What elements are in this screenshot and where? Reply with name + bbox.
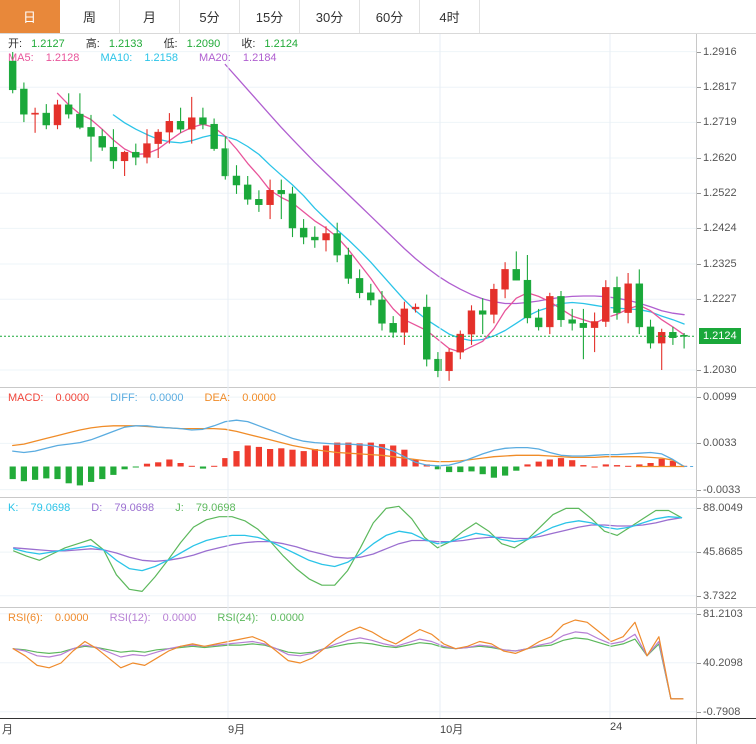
x-axis: 月 9月 10月 24 <box>0 718 756 744</box>
axis-tick: -0.0033 <box>696 483 741 496</box>
current-price-badge: 1.2124 <box>699 328 741 345</box>
axis-tick: 40.2098 <box>697 656 743 669</box>
price-axis-tick: 1.2620 <box>697 152 737 164</box>
tab-4hour[interactable]: 4时 <box>420 0 480 33</box>
rsi-axis: 81.2103 40.2098 -0.7908 <box>696 608 756 718</box>
price-axis-tick: 1.2030 <box>697 364 737 376</box>
axis-tick: 45.8685 <box>697 546 743 559</box>
rsi-panel: RSI(6): 0.0000 RSI(12): 0.0000 RSI(24): … <box>0 608 756 718</box>
axis-tick: 0.0099 <box>697 391 737 404</box>
tab-15min[interactable]: 15分 <box>240 0 300 33</box>
rsi-svg <box>0 608 696 718</box>
x-axis-label: 月 <box>2 724 13 736</box>
price-plot[interactable] <box>0 34 696 388</box>
price-axis-tick: 1.2522 <box>697 187 737 200</box>
macd-axis: 0.0099 0.0033 -0.0033 <box>696 388 756 497</box>
axis-tick: 0.0033 <box>697 437 737 450</box>
price-axis-tick: 1.2916 <box>697 45 737 58</box>
macd-panel: MACD: 0.0000 DIFF: 0.0000 DEA: 0.0000 0.… <box>0 388 756 498</box>
axis-tick: -0.7908 <box>696 705 741 718</box>
kdj-axis: 88.0049 45.8685 3.7322 <box>696 498 756 607</box>
axis-tick: 3.7322 <box>697 589 737 602</box>
x-axis-label: 10月 <box>440 724 464 736</box>
axis-tick: 88.0049 <box>697 502 743 515</box>
price-axis-tick: 1.2227 <box>697 293 737 306</box>
tab-30min[interactable]: 30分 <box>300 0 360 33</box>
tabbar-filler <box>480 0 756 33</box>
price-axis-tick: 1.2424 <box>697 222 737 235</box>
tab-5min[interactable]: 5分 <box>180 0 240 33</box>
x-axis-corner-cell <box>696 719 756 744</box>
macd-svg <box>0 388 696 498</box>
price-panel: 开: 1.2127 高: 1.2133 低: 1.2090 收: 1.2124 MA5:… <box>0 34 756 388</box>
rsi-plot[interactable] <box>0 608 696 718</box>
tab-month[interactable]: 月 <box>120 0 180 33</box>
axis-tick: 81.2103 <box>697 607 743 620</box>
price-axis-tick: 1.2817 <box>697 81 737 94</box>
macd-plot[interactable] <box>0 388 696 498</box>
chart-frame: 开: 1.2127 高: 1.2133 低: 1.2090 收: 1.2124 MA5:… <box>0 34 756 744</box>
price-axis[interactable]: 1.2916 1.2817 1.2719 1.2620 1.2522 1.2424 1.23… <box>696 34 756 387</box>
kdj-panel: K: 79.0698 D: 79.0698 J: 79.0698 88.0049… <box>0 498 756 608</box>
timeframe-tabbar: 日 周 月 5分 15分 30分 60分 4时 <box>0 0 756 34</box>
x-axis-label: 24 <box>610 721 623 733</box>
tab-week[interactable]: 周 <box>60 0 120 33</box>
price-axis-tick: 1.2719 <box>697 116 737 129</box>
price-candlestick-svg <box>0 34 696 388</box>
x-axis-label: 9月 <box>228 724 246 736</box>
price-axis-tick: 1.2325 <box>697 258 737 270</box>
tab-day[interactable]: 日 <box>0 0 60 33</box>
kdj-svg <box>0 498 696 608</box>
kdj-plot[interactable] <box>0 498 696 608</box>
tab-60min[interactable]: 60分 <box>360 0 420 33</box>
